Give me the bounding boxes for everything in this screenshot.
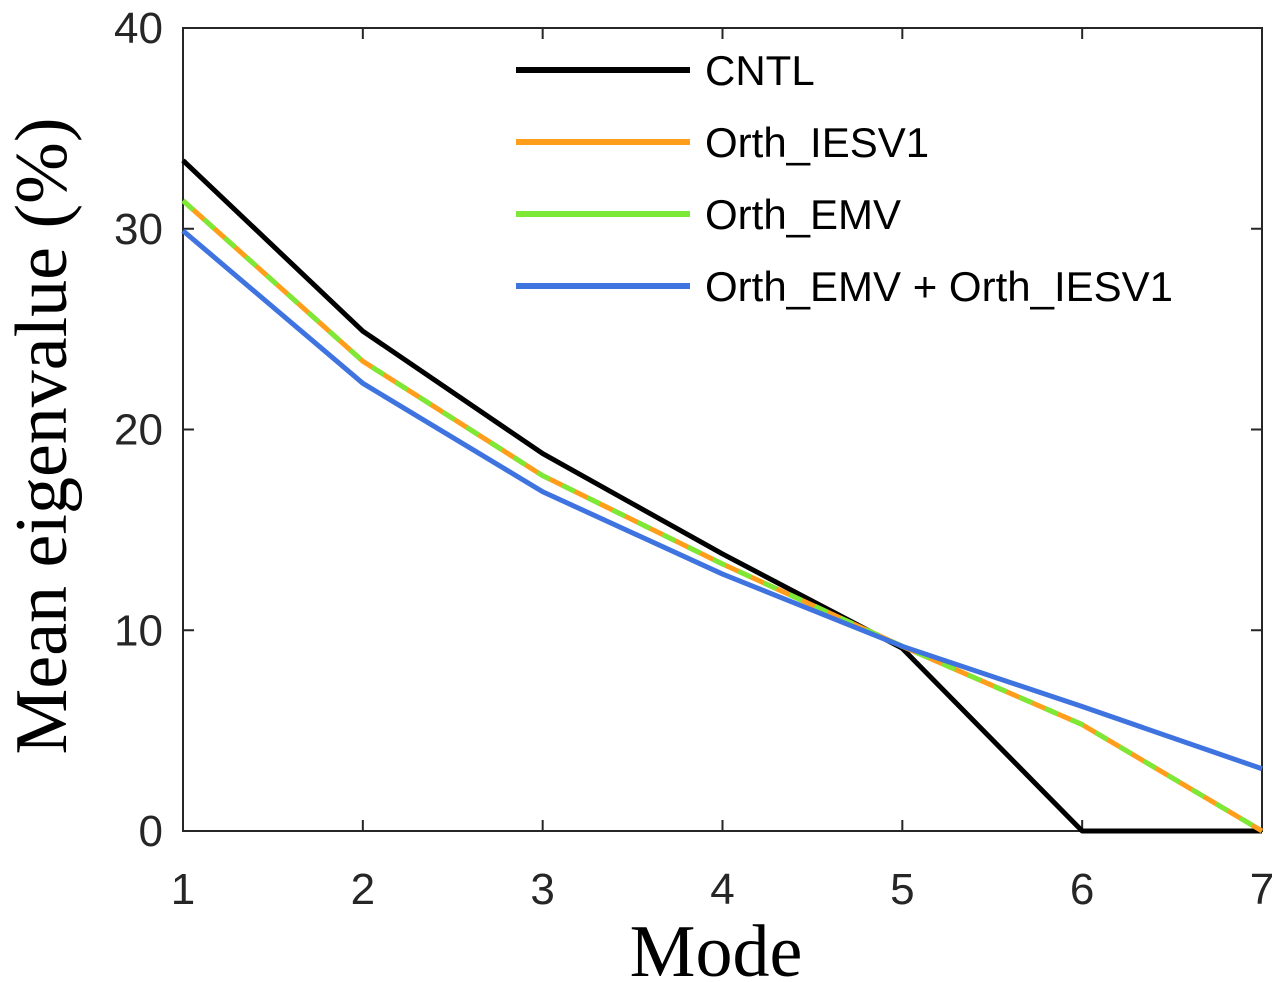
legend-label: Orth_IESV1: [705, 119, 929, 166]
series-line-cntl: [181, 158, 1262, 834]
series-lines: [181, 158, 1264, 834]
x-tick-label: 1: [171, 865, 195, 914]
legend-label: Orth_EMV + Orth_IESV1: [705, 263, 1173, 310]
x-tick-label: 7: [1250, 865, 1274, 914]
y-tick-label: 40: [114, 4, 163, 53]
legend: CNTL Orth_IESV1 Orth_EMV Orth_EMV + Orth_IE…: [516, 47, 1173, 310]
legend-label: Orth_EMV: [705, 191, 901, 238]
series-line-orth-emv: [181, 198, 1264, 834]
x-tick-label: 5: [890, 865, 914, 914]
x-tick-label: 6: [1070, 865, 1094, 914]
y-tick-label: 0: [139, 807, 163, 856]
y-tick-label: 20: [114, 406, 163, 455]
x-tick-label: 3: [530, 865, 554, 914]
x-tick-label: 2: [351, 865, 375, 914]
y-tick-label: 10: [114, 606, 163, 655]
series-line-orth-emv-orth-iesv1: [181, 228, 1263, 772]
legend-label: CNTL: [705, 47, 815, 94]
x-tick-label: 4: [710, 865, 734, 914]
y-axis-title: Mean eigenvalue (%): [1, 118, 83, 755]
y-axis-ticks: 0 10 20 30 40: [114, 4, 1262, 856]
x-axis-ticks: 1 2 3 4 5 6 7: [171, 28, 1274, 914]
x-axis-title: Mode: [630, 911, 803, 982]
y-tick-label: 30: [114, 205, 163, 254]
